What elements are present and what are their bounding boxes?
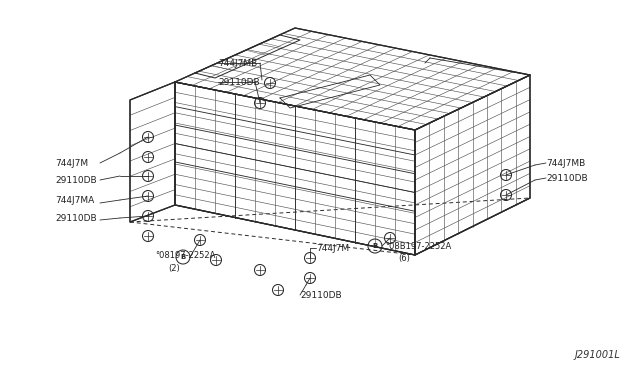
Text: °08197-2252A: °08197-2252A [155, 251, 216, 260]
Text: 744J7M: 744J7M [316, 244, 349, 253]
Text: °08B197-2252A: °08B197-2252A [385, 241, 451, 250]
Text: 744J7MB: 744J7MB [218, 58, 257, 67]
Text: B: B [372, 243, 378, 249]
Text: B: B [180, 254, 186, 260]
Text: 29110DB: 29110DB [300, 291, 342, 299]
Text: 29110DB: 29110DB [218, 77, 260, 87]
Text: 29110DB: 29110DB [55, 214, 97, 222]
Text: (2): (2) [168, 263, 180, 273]
Text: 29110DB: 29110DB [55, 176, 97, 185]
Text: 744J7MB: 744J7MB [546, 158, 585, 167]
Text: 29110DB: 29110DB [546, 173, 588, 183]
Text: J291001L: J291001L [574, 350, 620, 360]
Text: 744J7M: 744J7M [55, 158, 88, 167]
Text: (6): (6) [398, 253, 410, 263]
Text: 744J7MA: 744J7MA [55, 196, 94, 205]
